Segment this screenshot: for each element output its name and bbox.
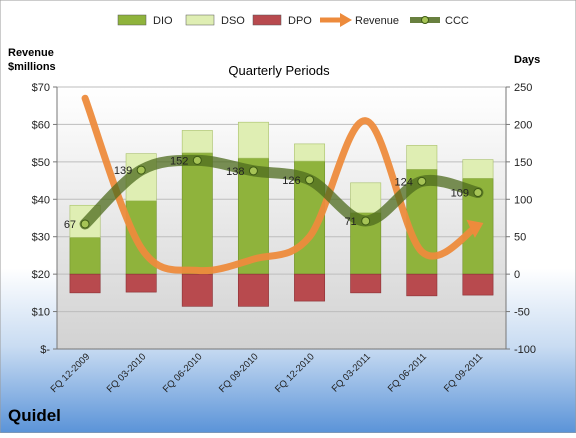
chart-title: Quarterly Periods (228, 63, 330, 78)
dio-bar (69, 237, 101, 275)
right-tick-label: -100 (514, 344, 536, 356)
legend-label: DPO (288, 15, 312, 27)
legend-revenue-arrowhead (340, 13, 352, 27)
dpo-bar (294, 273, 326, 302)
left-tick-label: $40 (32, 194, 50, 206)
right-tick-label: 250 (514, 82, 532, 94)
ccc-marker (136, 165, 146, 175)
legend: DIO DSO DPO Revenue CCC (117, 13, 469, 27)
left-axis-label-line2: $millions (8, 61, 56, 73)
ccc-data-label: 138 (226, 166, 244, 178)
right-tick-label: 0 (514, 269, 520, 281)
dso-bar (294, 143, 326, 162)
legend-label: CCC (445, 15, 469, 27)
ccc-marker (192, 155, 202, 165)
legend-swatch (252, 14, 282, 26)
right-tick-label: -50 (514, 307, 530, 319)
right-tick-label: 100 (514, 194, 532, 206)
revenue-line (81, 94, 482, 275)
ccc-marker (361, 216, 371, 226)
dpo-bar (69, 273, 101, 294)
dpo-bar (350, 273, 382, 294)
left-axis-label-line1: Revenue (8, 47, 54, 59)
dso-bar (350, 182, 382, 214)
dpo-bar (125, 273, 157, 293)
right-tick-label: 200 (514, 119, 532, 131)
ccc-data-label: 152 (170, 155, 188, 167)
ccc-marker (417, 176, 427, 186)
dpo-bar (237, 273, 269, 307)
revenue-arrowhead (466, 219, 484, 238)
legend-swatch (185, 14, 215, 26)
left-tick-label: $60 (32, 119, 50, 131)
ccc-data-label: 139 (114, 165, 132, 177)
ccc-data-label: 124 (394, 176, 412, 188)
legend-ccc-marker (421, 16, 429, 24)
dso-bar (462, 159, 494, 179)
left-tick-label: $50 (32, 157, 50, 169)
left-tick-label: $10 (32, 307, 50, 319)
legend-swatch (117, 14, 147, 26)
legend-label: DSO (221, 15, 245, 27)
left-tick-label: $30 (32, 232, 50, 244)
ccc-data-label: 109 (451, 188, 469, 200)
dso-bar (406, 145, 438, 170)
dio-bar (181, 152, 213, 275)
ccc-marker (305, 175, 315, 185)
right-tick-label: 50 (514, 232, 526, 244)
right-axis-label: Days (514, 54, 540, 66)
dso-bar (237, 121, 269, 159)
ccc-data-label: 67 (64, 219, 76, 231)
right-tick-label: 150 (514, 157, 532, 169)
dpo-bar (406, 273, 438, 297)
left-tick-label: $20 (32, 269, 50, 281)
left-tick-label: $- (40, 344, 50, 356)
ccc-marker (80, 219, 90, 229)
dpo-bar (181, 273, 213, 307)
company-name: Quidel (8, 406, 61, 425)
lines: 67 139 152 138 126 71 124 109 (64, 94, 484, 275)
ccc-data-label: 71 (344, 216, 356, 228)
dso-bar (181, 130, 213, 154)
dpo-bar (462, 273, 494, 296)
ccc-data-label: 126 (282, 175, 300, 187)
legend-label: DIO (153, 15, 173, 27)
left-tick-label: $70 (32, 82, 50, 94)
legend-label: Revenue (355, 15, 399, 27)
ccc-marker (473, 188, 483, 198)
ccc-marker (248, 166, 258, 176)
